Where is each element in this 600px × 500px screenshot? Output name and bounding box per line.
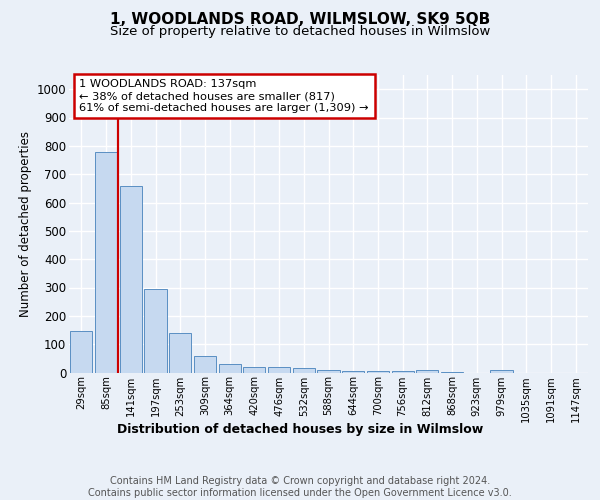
Text: 1 WOODLANDS ROAD: 137sqm
← 38% of detached houses are smaller (817)
61% of semi-: 1 WOODLANDS ROAD: 137sqm ← 38% of detach… — [79, 80, 369, 112]
Text: 1, WOODLANDS ROAD, WILMSLOW, SK9 5QB: 1, WOODLANDS ROAD, WILMSLOW, SK9 5QB — [110, 12, 490, 28]
Text: Size of property relative to detached houses in Wilmslow: Size of property relative to detached ho… — [110, 25, 490, 38]
Bar — [194, 356, 216, 372]
Text: Distribution of detached houses by size in Wilmslow: Distribution of detached houses by size … — [117, 422, 483, 436]
Bar — [119, 186, 142, 372]
Bar — [490, 370, 512, 372]
Bar — [392, 371, 414, 372]
Bar — [169, 334, 191, 372]
Bar — [268, 367, 290, 372]
Bar — [145, 289, 167, 372]
Bar — [218, 364, 241, 372]
Text: Contains HM Land Registry data © Crown copyright and database right 2024.
Contai: Contains HM Land Registry data © Crown c… — [88, 476, 512, 498]
Bar — [317, 370, 340, 372]
Y-axis label: Number of detached properties: Number of detached properties — [19, 130, 32, 317]
Bar — [95, 152, 117, 372]
Bar — [416, 370, 439, 372]
Bar — [243, 367, 265, 372]
Bar — [70, 332, 92, 372]
Bar — [367, 371, 389, 372]
Bar — [293, 368, 315, 372]
Bar — [342, 371, 364, 372]
